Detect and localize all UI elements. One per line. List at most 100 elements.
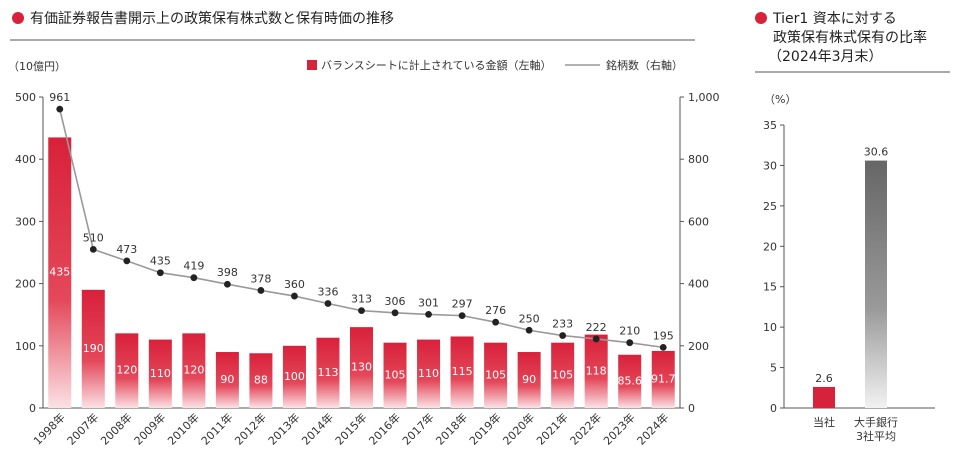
x-tick-label: 2009年 — [131, 410, 168, 447]
line-point-13 — [492, 318, 500, 326]
bar-value-label: 100 — [284, 370, 305, 383]
bar-2 — [115, 333, 139, 408]
left-tick-label: 100 — [15, 340, 36, 353]
line-point-label: 313 — [351, 293, 372, 306]
bar-value-label: 120 — [116, 364, 137, 377]
line-point-label: 378 — [250, 272, 271, 285]
line-point-0 — [56, 105, 64, 113]
x-tick-label: 2008年 — [97, 410, 134, 447]
right-tick-label: 0 — [688, 402, 695, 415]
right-title-line-3: （2024年3月末） — [768, 49, 883, 65]
right-tick-label: 400 — [688, 278, 709, 291]
line-point-2 — [123, 257, 131, 265]
line-point-14 — [525, 326, 533, 334]
ratio-value-label: 30.6 — [864, 146, 889, 159]
x-tick-label: 2010年 — [165, 410, 202, 447]
bar-value-label: 85.6 — [617, 374, 642, 387]
x-tick-label: 2011年 — [198, 410, 235, 447]
line-point-9 — [358, 307, 365, 315]
bar-10 — [383, 342, 407, 408]
line-point-label: 276 — [485, 304, 506, 317]
line-point-17 — [626, 339, 634, 347]
x-tick-label: 2021年 — [533, 410, 570, 447]
bar-value-label: 90 — [522, 373, 536, 386]
line-point-label: 222 — [586, 321, 607, 334]
line-point-label: 961 — [49, 91, 70, 104]
right-title-line-2: 政策保有株式保有の比率 — [773, 29, 927, 46]
line-point-3 — [156, 269, 164, 277]
bar-3 — [148, 339, 172, 408]
x-tick-label: 2017年 — [399, 410, 436, 447]
line-point-label: 398 — [217, 266, 238, 279]
line-point-4 — [190, 274, 198, 282]
x-tick-label: 2013年 — [265, 410, 302, 447]
line-point-label: 306 — [385, 295, 406, 308]
line-point-1 — [89, 245, 97, 253]
ratio-bar-1 — [865, 160, 887, 408]
bar-17 — [618, 354, 642, 408]
x-tick-label: 2024年 — [634, 410, 671, 447]
x-tick-label: 2018年 — [433, 410, 470, 447]
x-tick-label: 2014年 — [299, 410, 336, 447]
bar-value-label: 90 — [220, 373, 234, 386]
ratio-category-label: 当社 — [813, 415, 835, 429]
right-axis-unit: （%） — [764, 93, 796, 106]
x-tick-label: 2019年 — [466, 410, 503, 447]
line-point-label: 210 — [619, 325, 640, 338]
left-tick-label: 300 — [15, 215, 36, 228]
bar-6 — [249, 353, 273, 408]
bar-4 — [182, 333, 206, 408]
right-chart-tick-label: 0 — [770, 402, 777, 415]
right-tick-label: 800 — [688, 153, 709, 166]
line-point-6 — [257, 287, 265, 294]
line-point-11 — [425, 310, 432, 318]
line-point-8 — [324, 300, 332, 307]
left-axis-unit: （10億円） — [8, 60, 66, 73]
legend-bar-label: バランスシートに計上されている金額（左軸） — [321, 58, 551, 72]
line-point-16 — [592, 335, 600, 343]
ratio-bar-0 — [813, 386, 835, 408]
line-point-18 — [659, 343, 667, 351]
bar-14 — [517, 352, 541, 408]
line-point-12 — [458, 312, 466, 320]
ratio-value-label: 2.6 — [815, 372, 833, 385]
bar-value-label: 120 — [183, 364, 204, 377]
right-chart-tick-label: 15 — [763, 281, 777, 294]
bar-13 — [484, 342, 508, 408]
bar-value-label: 105 — [485, 368, 506, 381]
bar-7 — [282, 345, 306, 408]
line-point-label: 336 — [317, 286, 338, 299]
line-point-label: 195 — [653, 329, 674, 342]
title-bullet-icon — [12, 12, 24, 24]
line-point-15 — [559, 332, 567, 339]
left-tick-label: 0 — [29, 402, 36, 415]
right-chart-tick-label: 30 — [763, 159, 777, 172]
line-point-label: 297 — [452, 298, 473, 311]
bar-value-label: 118 — [586, 364, 607, 377]
line-point-label: 301 — [418, 296, 439, 309]
legend-bar-swatch — [307, 60, 317, 70]
x-tick-label: 2007年 — [64, 410, 101, 447]
x-tick-label: 2022年 — [567, 410, 604, 447]
line-point-label: 250 — [519, 312, 540, 325]
legend-line-label: 銘柄数（右軸） — [606, 58, 683, 72]
left-chart-title: 有価証券報告書開示上の政策保有株式数と保有時価の推移 — [30, 10, 394, 27]
bar-0 — [48, 137, 72, 408]
line-point-7 — [291, 292, 298, 300]
bar-12 — [450, 336, 474, 408]
right-title-bullet-icon — [755, 12, 767, 24]
bar-5 — [215, 352, 239, 408]
right-chart-tick-label: 20 — [763, 240, 777, 253]
bar-value-label: 105 — [552, 368, 573, 381]
right-tick-label: 200 — [688, 340, 709, 353]
line-point-label: 233 — [552, 318, 573, 331]
x-tick-label: 2016年 — [366, 410, 403, 447]
bar-value-label: 105 — [385, 368, 406, 381]
bar-value-label: 88 — [254, 374, 268, 387]
right-tick-label: 600 — [688, 215, 709, 228]
bar-1 — [81, 289, 105, 408]
x-tick-label: 1998年 — [30, 410, 67, 447]
bar-value-label: 91.7 — [651, 372, 676, 385]
x-tick-label: 2020年 — [500, 410, 537, 447]
